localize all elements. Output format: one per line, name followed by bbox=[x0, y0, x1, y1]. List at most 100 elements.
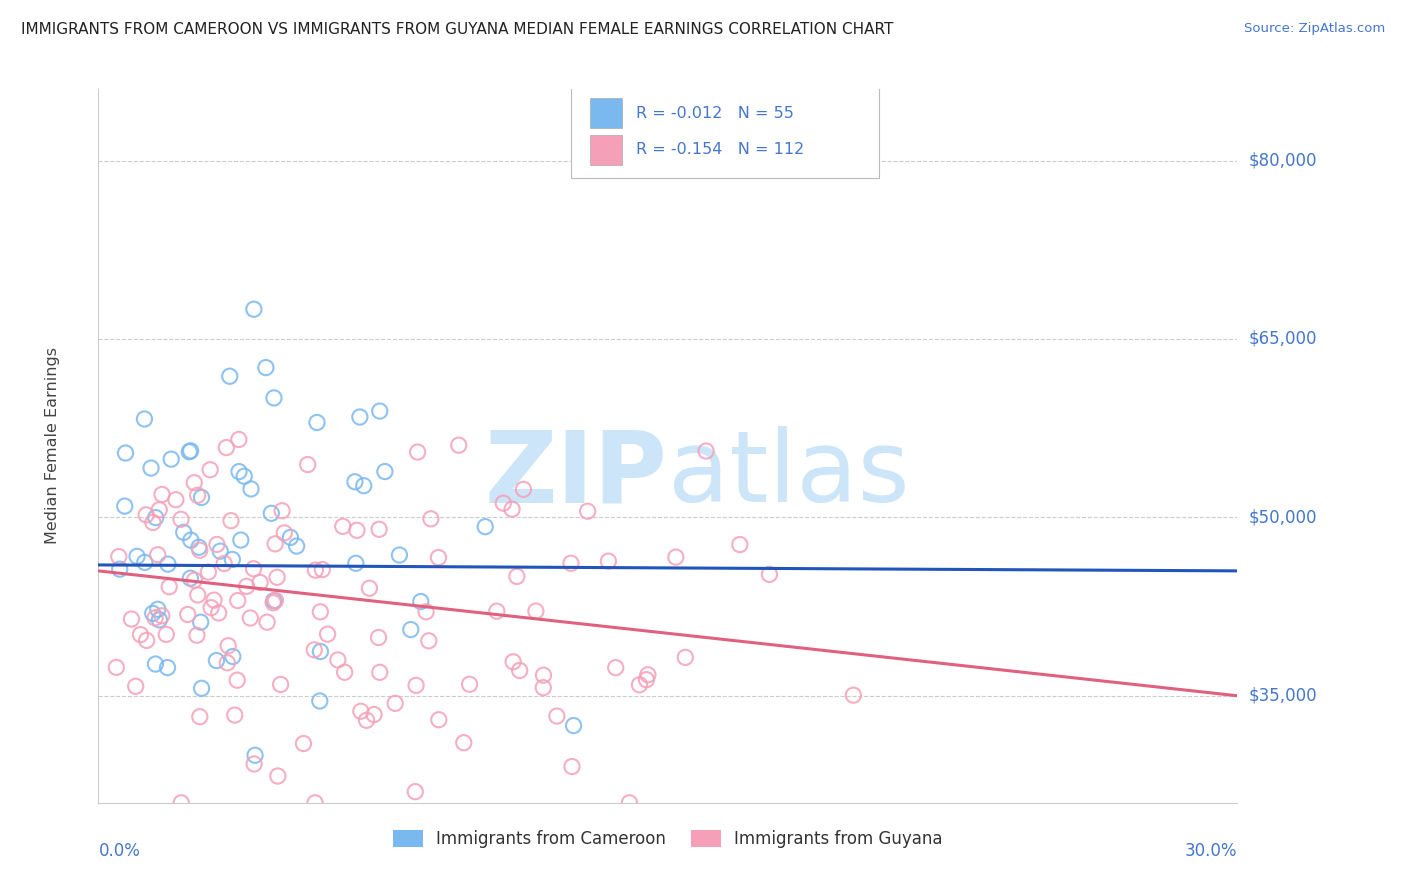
Point bbox=[134, 412, 156, 426]
Text: 0.0%: 0.0% bbox=[98, 842, 141, 860]
Point bbox=[219, 514, 242, 528]
Point bbox=[170, 512, 193, 526]
Point bbox=[256, 615, 278, 630]
Point bbox=[326, 653, 349, 667]
Point bbox=[363, 707, 385, 722]
Point bbox=[242, 562, 264, 576]
Text: Source: ZipAtlas.com: Source: ZipAtlas.com bbox=[1244, 22, 1385, 36]
Point bbox=[560, 556, 582, 570]
Point bbox=[228, 465, 250, 479]
Point bbox=[139, 461, 162, 475]
Point bbox=[524, 604, 547, 618]
Point bbox=[157, 580, 180, 594]
Point bbox=[333, 665, 356, 680]
Point bbox=[221, 552, 243, 566]
Point bbox=[142, 607, 165, 621]
Point bbox=[263, 594, 285, 608]
Point bbox=[150, 487, 173, 501]
Point bbox=[165, 492, 187, 507]
Point bbox=[239, 611, 262, 625]
Point bbox=[156, 557, 179, 571]
Point bbox=[145, 510, 167, 524]
Point bbox=[368, 404, 391, 418]
Point bbox=[135, 633, 157, 648]
Point bbox=[271, 504, 294, 518]
Point bbox=[418, 633, 440, 648]
Point bbox=[179, 444, 201, 458]
Point bbox=[308, 694, 330, 708]
Point bbox=[405, 678, 427, 692]
Point bbox=[453, 736, 475, 750]
Point bbox=[502, 655, 524, 669]
Point bbox=[399, 623, 422, 637]
Point bbox=[728, 538, 751, 552]
Point bbox=[129, 627, 152, 641]
Point bbox=[105, 660, 128, 674]
Point bbox=[695, 444, 717, 458]
Text: $80,000: $80,000 bbox=[1249, 152, 1317, 169]
Point bbox=[170, 796, 193, 810]
Point bbox=[266, 570, 288, 584]
Point bbox=[332, 519, 354, 533]
Point bbox=[226, 593, 249, 607]
Point bbox=[187, 588, 209, 602]
Point bbox=[349, 409, 371, 424]
Point bbox=[179, 571, 201, 585]
Point bbox=[561, 759, 583, 773]
Point bbox=[148, 613, 170, 627]
Point bbox=[492, 496, 515, 510]
Text: atlas: atlas bbox=[668, 426, 910, 523]
Point bbox=[415, 605, 437, 619]
Point bbox=[254, 360, 277, 375]
Point bbox=[114, 446, 136, 460]
Point bbox=[228, 433, 250, 447]
Point bbox=[134, 555, 156, 569]
Text: $50,000: $50,000 bbox=[1249, 508, 1317, 526]
Point bbox=[121, 612, 143, 626]
Point bbox=[637, 667, 659, 681]
Point bbox=[187, 541, 209, 555]
Point bbox=[309, 644, 332, 658]
Point bbox=[202, 593, 225, 607]
Point bbox=[404, 784, 426, 798]
Point bbox=[576, 504, 599, 518]
Point bbox=[267, 769, 290, 783]
Point bbox=[107, 549, 129, 564]
Point bbox=[224, 708, 246, 723]
Point bbox=[173, 525, 195, 540]
FancyBboxPatch shape bbox=[571, 86, 879, 178]
Point bbox=[311, 563, 333, 577]
Point bbox=[243, 302, 266, 317]
Legend: Immigrants from Cameroon, Immigrants from Guyana: Immigrants from Cameroon, Immigrants fro… bbox=[387, 823, 949, 855]
Text: 30.0%: 30.0% bbox=[1185, 842, 1237, 860]
Point bbox=[180, 533, 202, 548]
Point bbox=[183, 573, 205, 587]
Point bbox=[406, 445, 429, 459]
Point bbox=[217, 639, 239, 653]
Point bbox=[146, 602, 169, 616]
Point bbox=[485, 604, 508, 618]
Point bbox=[190, 681, 212, 696]
Point bbox=[512, 483, 534, 497]
Point bbox=[356, 713, 378, 727]
Text: Median Female Earnings: Median Female Earnings bbox=[45, 348, 60, 544]
Point bbox=[183, 475, 205, 490]
Point bbox=[150, 608, 173, 623]
Point bbox=[346, 524, 368, 538]
Point bbox=[353, 478, 375, 492]
Point bbox=[180, 443, 202, 458]
Point bbox=[285, 539, 308, 553]
Point bbox=[260, 506, 283, 520]
Point bbox=[368, 665, 391, 680]
Point bbox=[188, 709, 211, 723]
Point bbox=[562, 718, 585, 732]
FancyBboxPatch shape bbox=[591, 135, 623, 165]
Point bbox=[458, 677, 481, 691]
Point bbox=[474, 519, 496, 533]
Point bbox=[209, 544, 232, 558]
Point bbox=[384, 697, 406, 711]
Point bbox=[212, 557, 235, 571]
Point bbox=[316, 627, 339, 641]
Point bbox=[343, 475, 366, 489]
Point bbox=[304, 563, 326, 577]
